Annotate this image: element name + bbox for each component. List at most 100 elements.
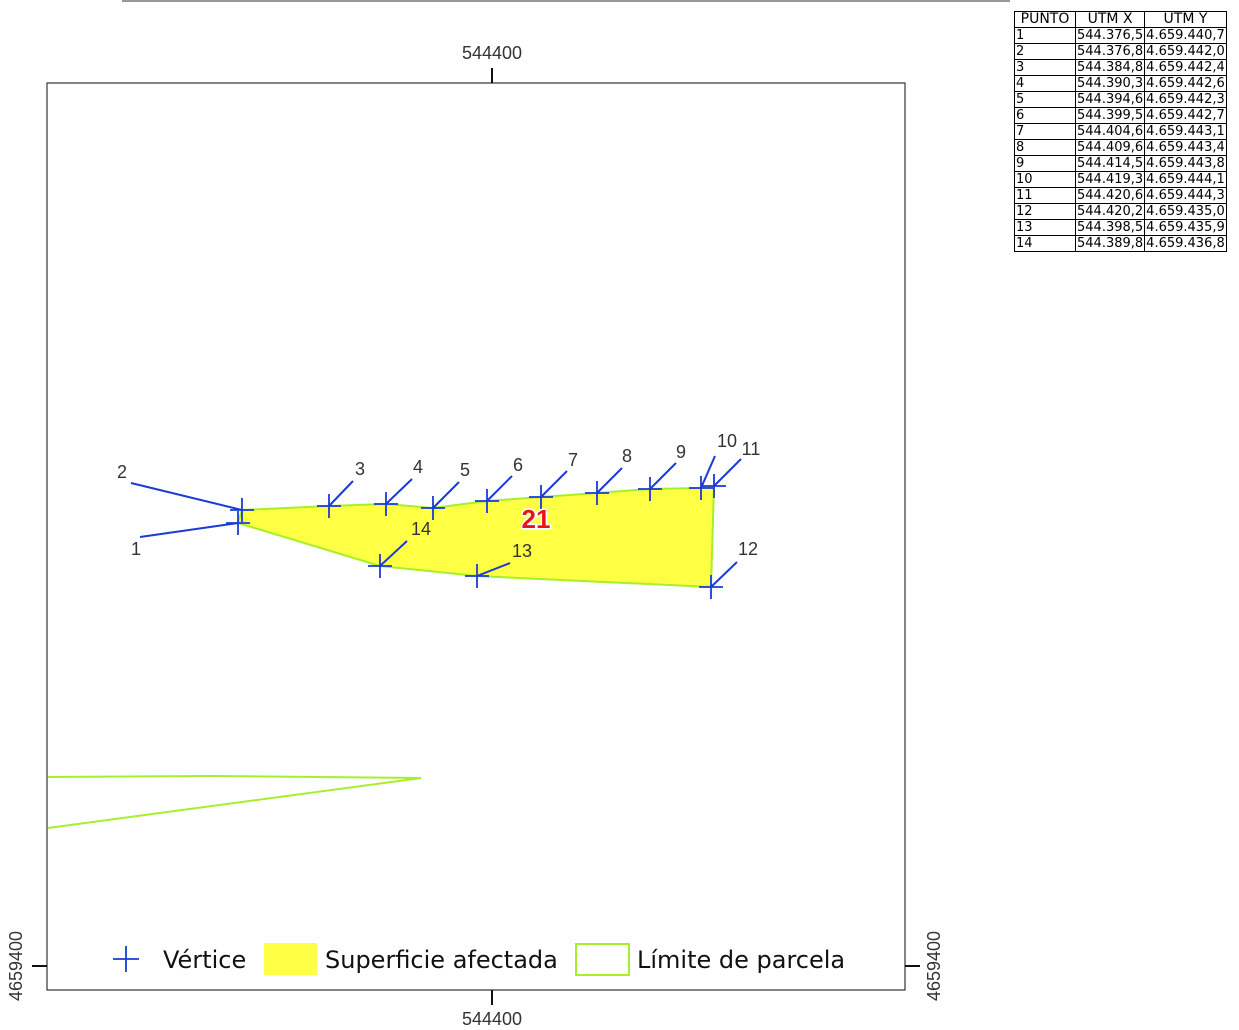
legend-label-vertex: Vértice	[163, 946, 246, 974]
column-header-utm-y: UTM Y	[1144, 11, 1227, 28]
vertex-label: 7	[568, 450, 578, 470]
vertex-label: 9	[676, 442, 686, 462]
utm-x-cell: 544.420,6	[1074, 187, 1146, 204]
table-row: 13 544.398,5 4.659.435,9	[1014, 219, 1227, 236]
vertex-label: 6	[513, 455, 523, 475]
point-cell: 14	[1014, 235, 1076, 252]
vertex-cross-icon	[226, 511, 250, 535]
table-row: 7 544.404,6 4.659.443,1	[1014, 123, 1227, 140]
utm-x-cell: 544.384,8	[1074, 59, 1146, 76]
utm-x-cell: 544.404,6	[1074, 123, 1146, 140]
vertex-cross-icon	[585, 481, 609, 505]
vertex-label: 5	[460, 460, 470, 480]
parcel-boundary-line	[47, 774, 422, 829]
utm-y-cell: 4.659.443,1	[1144, 123, 1227, 140]
vertex-cross-icon	[689, 476, 713, 500]
utm-y-cell: 4.659.443,8	[1144, 155, 1227, 172]
vertex-cross-icon	[368, 554, 392, 578]
utm-y-cell: 4.659.444,1	[1144, 171, 1227, 188]
utm-x-cell: 544.389,8	[1074, 235, 1146, 252]
utm-x-cell: 544.398,5	[1074, 219, 1146, 236]
vertex-label: 13	[512, 541, 532, 561]
table-row: 9 544.414,5 4.659.443,8	[1014, 155, 1227, 172]
vertex-cross-icon	[638, 477, 662, 501]
point-cell: 7	[1014, 123, 1076, 140]
point-cell: 5	[1014, 91, 1076, 108]
point-cell: 8	[1014, 139, 1076, 156]
table-row: 2 544.376,8 4.659.442,0	[1014, 43, 1227, 60]
point-cell: 4	[1014, 75, 1076, 92]
point-cell: 10	[1014, 171, 1076, 188]
point-cell: 3	[1014, 59, 1076, 76]
utm-x-cell: 544.409,6	[1074, 139, 1146, 156]
utm-y-cell: 4.659.442,0	[1144, 43, 1227, 60]
utm-x-cell: 544.414,5	[1074, 155, 1146, 172]
vertex-cross-icon	[702, 474, 726, 498]
point-cell: 2	[1014, 43, 1076, 60]
column-header-utm-x: UTM X	[1074, 11, 1146, 28]
utm-x-cell: 544.376,8	[1074, 43, 1146, 60]
point-cell: 6	[1014, 107, 1076, 124]
coordinates-table: PUNTO UTM X UTM Y 1 544.376,5 4.659.440,7 2…	[1014, 11, 1227, 252]
vertex-cross-icon	[421, 496, 445, 520]
utm-y-cell: 4.659.443,4	[1144, 139, 1227, 156]
utm-y-cell: 4.659.444,3	[1144, 187, 1227, 204]
map-frame	[46, 82, 906, 991]
table-row: 5 544.394,6 4.659.442,3	[1014, 91, 1227, 108]
utm-y-cell: 4.659.436,8	[1144, 235, 1227, 252]
vertex-cross-icon	[374, 492, 398, 516]
table-row: 12 544.420,2 4.659.435,0	[1014, 203, 1227, 220]
utm-y-cell: 4.659.435,9	[1144, 219, 1227, 236]
utm-y-cell: 4.659.442,6	[1144, 75, 1227, 92]
vertex-label: 2	[117, 462, 127, 482]
yellow-fill-swatch	[264, 943, 317, 975]
utm-x-cell: 544.390,3	[1074, 75, 1146, 92]
table-row: 8 544.409,6 4.659.443,4	[1014, 139, 1227, 156]
grid-y-label-left: 4659400	[6, 931, 26, 1001]
vertex-label: 14	[411, 519, 431, 539]
vertex-labels: 1 2 3 4 5 6 7 8 9 10 11 12 13 14	[117, 431, 760, 561]
utm-x-cell: 544.420,2	[1074, 203, 1146, 220]
grid-y-label-right: 4659400	[924, 931, 944, 1001]
table-row: 6 544.399,5 4.659.442,7	[1014, 107, 1227, 124]
table-row: 3 544.384,8 4.659.442,4	[1014, 59, 1227, 76]
column-header-point: PUNTO	[1014, 11, 1076, 28]
utm-x-cell: 544.394,6	[1074, 91, 1146, 108]
table-row: 1 544.376,5 4.659.440,7	[1014, 27, 1227, 44]
utm-y-cell: 4.659.440,7	[1144, 27, 1227, 44]
utm-y-cell: 4.659.442,4	[1144, 59, 1227, 76]
point-cell: 1	[1014, 27, 1076, 44]
grid-x-label-top: 544400	[462, 43, 522, 63]
point-cell: 13	[1014, 219, 1076, 236]
vertex-label: 4	[413, 457, 423, 477]
vertex-cross-icon	[465, 564, 489, 588]
vertex-label: 1	[131, 539, 141, 559]
vertex-cross-icon	[230, 498, 254, 522]
vertex-cross-icon	[475, 489, 499, 513]
vertex-leader-lines	[130, 455, 742, 588]
green-outline-swatch	[575, 943, 630, 976]
table-row: 14 544.389,8 4.659.436,8	[1014, 235, 1227, 252]
map-legend: Vértice Superficie afectada Límite de pa…	[113, 943, 845, 976]
table-header-row: PUNTO UTM X UTM Y	[1014, 11, 1227, 28]
point-cell: 9	[1014, 155, 1076, 172]
vertex-label: 3	[355, 459, 365, 479]
point-cell: 11	[1014, 187, 1076, 204]
vertex-cross-icon	[317, 494, 341, 518]
utm-y-cell: 4.659.442,3	[1144, 91, 1227, 108]
utm-x-cell: 544.376,5	[1074, 27, 1146, 44]
table-row: 11 544.420,6 4.659.444,3	[1014, 187, 1227, 204]
vertex-label: 8	[622, 446, 632, 466]
vertex-markers	[226, 474, 726, 599]
vertex-label: 12	[738, 539, 758, 559]
table-row: 10 544.419,3 4.659.444,1	[1014, 171, 1227, 188]
vertex-cross-icon	[529, 485, 553, 509]
legend-label-parcel-boundary: Límite de parcela	[637, 946, 845, 974]
table-row: 4 544.390,3 4.659.442,6	[1014, 75, 1227, 92]
utm-y-cell: 4.659.442,7	[1144, 107, 1227, 124]
grid-x-label-bottom: 544400	[462, 1009, 522, 1029]
vertex-label: 11	[742, 439, 761, 459]
utm-x-cell: 544.419,3	[1074, 171, 1146, 188]
vertex-label: 10	[717, 431, 737, 451]
